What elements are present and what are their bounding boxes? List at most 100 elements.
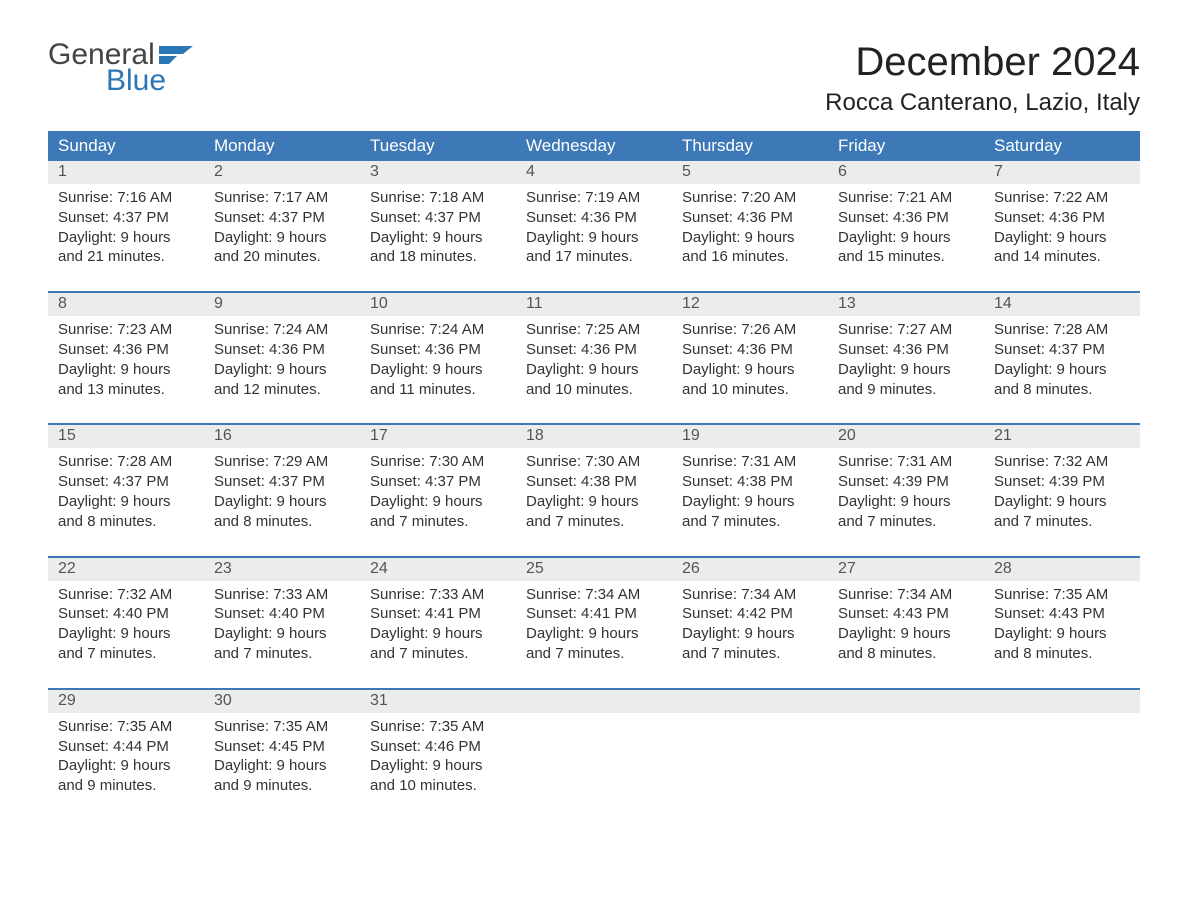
daylight-line: Daylight: 9 hours and 14 minutes.	[994, 228, 1130, 268]
day-number: 27	[828, 558, 984, 581]
day-details: Sunrise: 7:24 AMSunset: 4:36 PMDaylight:…	[204, 316, 360, 405]
day-number: .	[828, 690, 984, 713]
daylight-line: Daylight: 9 hours and 21 minutes.	[58, 228, 194, 268]
day-number: 15	[48, 425, 204, 448]
day-details: Sunrise: 7:33 AMSunset: 4:41 PMDaylight:…	[360, 581, 516, 670]
calendar-day: 15Sunrise: 7:28 AMSunset: 4:37 PMDayligh…	[48, 425, 204, 537]
day-number: 5	[672, 161, 828, 184]
day-number: 4	[516, 161, 672, 184]
calendar-day: 7Sunrise: 7:22 AMSunset: 4:36 PMDaylight…	[984, 161, 1140, 273]
calendar: SundayMondayTuesdayWednesdayThursdayFrid…	[48, 131, 1140, 802]
daylight-line: Daylight: 9 hours and 7 minutes.	[526, 492, 662, 532]
day-details: Sunrise: 7:34 AMSunset: 4:41 PMDaylight:…	[516, 581, 672, 670]
calendar-day: 19Sunrise: 7:31 AMSunset: 4:38 PMDayligh…	[672, 425, 828, 537]
day-details: Sunrise: 7:34 AMSunset: 4:42 PMDaylight:…	[672, 581, 828, 670]
calendar-day: 2Sunrise: 7:17 AMSunset: 4:37 PMDaylight…	[204, 161, 360, 273]
sunset-line: Sunset: 4:41 PM	[526, 604, 662, 624]
sunset-line: Sunset: 4:36 PM	[682, 208, 818, 228]
daylight-line: Daylight: 9 hours and 9 minutes.	[58, 756, 194, 796]
sunrise-line: Sunrise: 7:23 AM	[58, 320, 194, 340]
day-number: 7	[984, 161, 1140, 184]
sunset-line: Sunset: 4:38 PM	[682, 472, 818, 492]
daylight-line: Daylight: 9 hours and 11 minutes.	[370, 360, 506, 400]
calendar-day-empty: .	[516, 690, 672, 802]
calendar-day: 3Sunrise: 7:18 AMSunset: 4:37 PMDaylight…	[360, 161, 516, 273]
weekday-header-row: SundayMondayTuesdayWednesdayThursdayFrid…	[48, 131, 1140, 161]
day-details: Sunrise: 7:32 AMSunset: 4:39 PMDaylight:…	[984, 448, 1140, 537]
daylight-line: Daylight: 9 hours and 17 minutes.	[526, 228, 662, 268]
calendar-day: 10Sunrise: 7:24 AMSunset: 4:36 PMDayligh…	[360, 293, 516, 405]
sunrise-line: Sunrise: 7:26 AM	[682, 320, 818, 340]
weekday-header-cell: Thursday	[672, 131, 828, 161]
sunset-line: Sunset: 4:36 PM	[214, 340, 350, 360]
day-details: Sunrise: 7:16 AMSunset: 4:37 PMDaylight:…	[48, 184, 204, 273]
day-details: Sunrise: 7:29 AMSunset: 4:37 PMDaylight:…	[204, 448, 360, 537]
day-number: 12	[672, 293, 828, 316]
sunrise-line: Sunrise: 7:34 AM	[526, 585, 662, 605]
sunset-line: Sunset: 4:37 PM	[214, 208, 350, 228]
sunset-line: Sunset: 4:43 PM	[994, 604, 1130, 624]
daylight-line: Daylight: 9 hours and 7 minutes.	[370, 624, 506, 664]
daylight-line: Daylight: 9 hours and 7 minutes.	[214, 624, 350, 664]
day-details: Sunrise: 7:35 AMSunset: 4:43 PMDaylight:…	[984, 581, 1140, 670]
weekday-header-cell: Sunday	[48, 131, 204, 161]
sunrise-line: Sunrise: 7:33 AM	[370, 585, 506, 605]
day-details: Sunrise: 7:31 AMSunset: 4:39 PMDaylight:…	[828, 448, 984, 537]
calendar-day: 28Sunrise: 7:35 AMSunset: 4:43 PMDayligh…	[984, 558, 1140, 670]
calendar-day: 16Sunrise: 7:29 AMSunset: 4:37 PMDayligh…	[204, 425, 360, 537]
calendar-week: 8Sunrise: 7:23 AMSunset: 4:36 PMDaylight…	[48, 291, 1140, 405]
calendar-day: 23Sunrise: 7:33 AMSunset: 4:40 PMDayligh…	[204, 558, 360, 670]
sunset-line: Sunset: 4:36 PM	[370, 340, 506, 360]
day-number: 23	[204, 558, 360, 581]
weekday-header-cell: Saturday	[984, 131, 1140, 161]
calendar-week: 1Sunrise: 7:16 AMSunset: 4:37 PMDaylight…	[48, 161, 1140, 273]
sunrise-line: Sunrise: 7:32 AM	[994, 452, 1130, 472]
day-number: 26	[672, 558, 828, 581]
daylight-line: Daylight: 9 hours and 16 minutes.	[682, 228, 818, 268]
sunset-line: Sunset: 4:37 PM	[994, 340, 1130, 360]
sunrise-line: Sunrise: 7:35 AM	[994, 585, 1130, 605]
daylight-line: Daylight: 9 hours and 7 minutes.	[370, 492, 506, 532]
title-block: December 2024 Rocca Canterano, Lazio, It…	[825, 40, 1140, 117]
calendar-day-empty: .	[828, 690, 984, 802]
calendar-day: 6Sunrise: 7:21 AMSunset: 4:36 PMDaylight…	[828, 161, 984, 273]
day-details: Sunrise: 7:24 AMSunset: 4:36 PMDaylight:…	[360, 316, 516, 405]
sunset-line: Sunset: 4:36 PM	[58, 340, 194, 360]
day-number: 25	[516, 558, 672, 581]
day-number: 3	[360, 161, 516, 184]
daylight-line: Daylight: 9 hours and 10 minutes.	[526, 360, 662, 400]
day-number: 1	[48, 161, 204, 184]
sunrise-line: Sunrise: 7:34 AM	[682, 585, 818, 605]
sunset-line: Sunset: 4:43 PM	[838, 604, 974, 624]
day-details: Sunrise: 7:33 AMSunset: 4:40 PMDaylight:…	[204, 581, 360, 670]
sunrise-line: Sunrise: 7:16 AM	[58, 188, 194, 208]
day-details: Sunrise: 7:19 AMSunset: 4:36 PMDaylight:…	[516, 184, 672, 273]
sunrise-line: Sunrise: 7:29 AM	[214, 452, 350, 472]
sunset-line: Sunset: 4:40 PM	[58, 604, 194, 624]
daylight-line: Daylight: 9 hours and 12 minutes.	[214, 360, 350, 400]
daylight-line: Daylight: 9 hours and 7 minutes.	[526, 624, 662, 664]
day-details: Sunrise: 7:21 AMSunset: 4:36 PMDaylight:…	[828, 184, 984, 273]
sunrise-line: Sunrise: 7:21 AM	[838, 188, 974, 208]
day-details: Sunrise: 7:30 AMSunset: 4:37 PMDaylight:…	[360, 448, 516, 537]
day-number: 30	[204, 690, 360, 713]
calendar-day: 12Sunrise: 7:26 AMSunset: 4:36 PMDayligh…	[672, 293, 828, 405]
day-details: Sunrise: 7:18 AMSunset: 4:37 PMDaylight:…	[360, 184, 516, 273]
calendar-week: 15Sunrise: 7:28 AMSunset: 4:37 PMDayligh…	[48, 423, 1140, 537]
logo: General Blue	[48, 40, 193, 96]
day-details: Sunrise: 7:20 AMSunset: 4:36 PMDaylight:…	[672, 184, 828, 273]
day-number: 13	[828, 293, 984, 316]
daylight-line: Daylight: 9 hours and 9 minutes.	[214, 756, 350, 796]
daylight-line: Daylight: 9 hours and 7 minutes.	[682, 624, 818, 664]
calendar-day: 31Sunrise: 7:35 AMSunset: 4:46 PMDayligh…	[360, 690, 516, 802]
header: General Blue December 2024 Rocca Cantera…	[48, 40, 1140, 117]
sunrise-line: Sunrise: 7:32 AM	[58, 585, 194, 605]
day-details: Sunrise: 7:28 AMSunset: 4:37 PMDaylight:…	[48, 448, 204, 537]
sunset-line: Sunset: 4:42 PM	[682, 604, 818, 624]
daylight-line: Daylight: 9 hours and 8 minutes.	[994, 624, 1130, 664]
day-number: 22	[48, 558, 204, 581]
day-details: Sunrise: 7:23 AMSunset: 4:36 PMDaylight:…	[48, 316, 204, 405]
day-details: Sunrise: 7:34 AMSunset: 4:43 PMDaylight:…	[828, 581, 984, 670]
sunrise-line: Sunrise: 7:30 AM	[370, 452, 506, 472]
calendar-day: 27Sunrise: 7:34 AMSunset: 4:43 PMDayligh…	[828, 558, 984, 670]
